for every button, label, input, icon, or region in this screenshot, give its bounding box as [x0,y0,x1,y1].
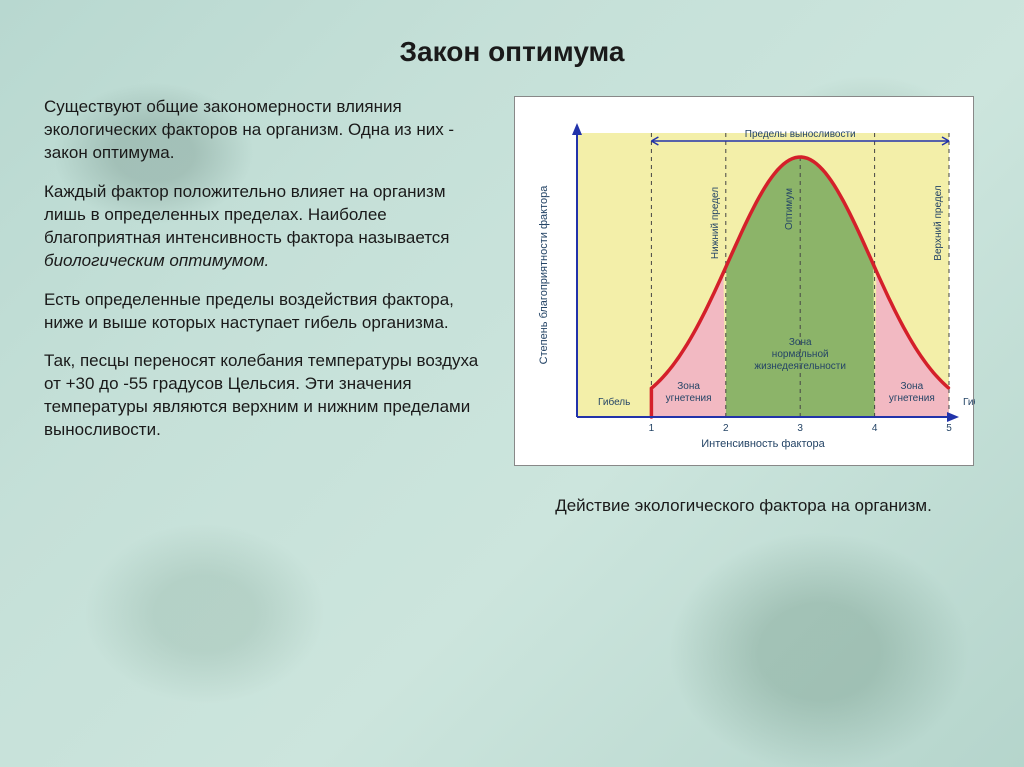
optimum-chart-svg: 1 2 3 4 5 Интенсивность фактора Степень благоп… [515,97,975,467]
paragraph-1: Существуют общие закономерности влияния … [44,96,479,165]
svg-text:Гибель: Гибель [598,396,630,408]
svg-text:Нижний предел: Нижний предел [709,187,720,259]
paragraph-2: Каждый фактор положительно влияет на орг… [44,181,479,273]
svg-text:Пределы выносливости: Пределы выносливости [744,129,855,140]
svg-text:Интенсивность фактора: Интенсивность фактора [701,438,825,450]
paragraph-4: Так, песцы переносят колебания температу… [44,350,479,442]
paragraph-2b: биологическим оптимумом. [44,251,269,270]
svg-text:3: 3 [797,423,803,434]
svg-text:Зона: Зона [900,381,923,392]
svg-text:4: 4 [871,423,877,434]
svg-text:Степень благоприятности фактор: Степень благоприятности фактора [538,185,550,365]
svg-text:Гибель: Гибель [963,396,975,408]
svg-text:2: 2 [723,423,729,434]
paragraph-3: Есть определенные пределы воздействия фа… [44,289,479,335]
svg-text:угнетения: угнетения [665,393,711,404]
slide: Закон оптимума Существуют общие закономе… [0,0,1024,767]
chart-column: 1 2 3 4 5 Интенсивность фактора Степень благоп… [507,96,980,516]
text-column: Существуют общие закономерности влияния … [44,96,479,458]
svg-text:Верхний предел: Верхний предел [933,185,944,261]
svg-text:жизнедеятельности: жизнедеятельности [754,361,846,372]
svg-text:Зона: Зона [677,381,700,392]
chart-caption: Действие экологического фактора на орган… [555,496,932,516]
page-title: Закон оптимума [44,36,980,68]
svg-text:5: 5 [946,423,952,434]
svg-text:Зона: Зона [788,337,811,348]
svg-text:1: 1 [648,423,654,434]
svg-text:Оптимум: Оптимум [784,188,795,230]
svg-text:угнетения: угнетения [888,393,934,404]
svg-text:нормальной: нормальной [771,349,828,360]
optimum-chart: 1 2 3 4 5 Интенсивность фактора Степень благоп… [514,96,974,466]
content-row: Существуют общие закономерности влияния … [44,96,980,516]
paragraph-2a: Каждый фактор положительно влияет на орг… [44,182,450,247]
